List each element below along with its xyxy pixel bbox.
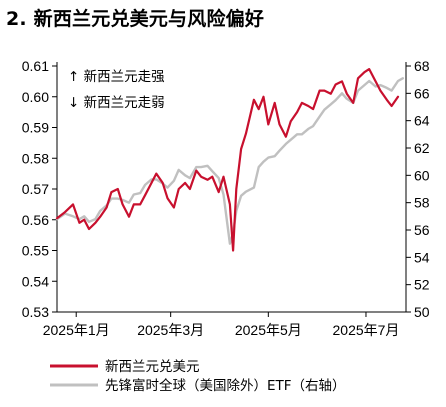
legend-label-etf: 先锋富时全球（美国除外）ETF（右轴） [105, 377, 346, 394]
x-axis: 2025年1月 2025年3月 2025年5月 2025年7月 [43, 311, 406, 338]
x-tick-label: 2025年5月 [235, 322, 302, 338]
annotation-weaken: ↓ 新西兰元走弱 [68, 95, 165, 111]
right-tick-label: 64 [414, 113, 430, 129]
annotation-strengthen: ↑ 新西兰元走强 [68, 69, 165, 85]
left-tick-label: 0.60 [22, 89, 49, 105]
left-tick-label: 0.56 [22, 212, 49, 228]
right-tick-label: 62 [414, 140, 430, 156]
right-tick-label: 54 [414, 249, 430, 265]
left-tick-label: 0.55 [22, 243, 49, 259]
right-tick-label: 56 [414, 222, 430, 238]
right-tick-label: 58 [414, 195, 430, 211]
x-tick-label: 2025年1月 [43, 322, 110, 338]
chart-title: 2. 新西兰元兑美元与风险偏好 [6, 8, 265, 30]
left-tick-label: 0.58 [22, 150, 49, 166]
right-tick-label: 50 [414, 304, 430, 320]
series-line-nzd-usd [55, 68, 400, 252]
series-layer [55, 68, 404, 252]
left-tick-label: 0.53 [22, 304, 49, 320]
legend: 新西兰元兑美元 先锋富时全球（美国除外）ETF（右轴） [50, 359, 346, 394]
right-tick-label: 52 [414, 277, 430, 293]
left-tick-label: 0.61 [22, 58, 49, 74]
left-axis: 0.53 0.54 0.55 0.56 0.57 0.58 0.59 0.60 0.61 [22, 58, 58, 320]
right-tick-label: 60 [414, 167, 430, 183]
left-tick-label: 0.57 [22, 181, 49, 197]
right-axis: 50 52 54 56 58 60 62 64 66 68 [405, 58, 430, 320]
right-tick-label: 68 [414, 58, 430, 74]
legend-label-nzd: 新西兰元兑美元 [105, 359, 200, 375]
left-tick-label: 0.59 [22, 120, 49, 136]
x-tick-label: 2025年3月 [137, 322, 204, 338]
x-tick-label: 2025年7月 [333, 322, 400, 338]
left-tick-label: 0.54 [22, 273, 49, 289]
right-tick-label: 66 [414, 85, 430, 101]
